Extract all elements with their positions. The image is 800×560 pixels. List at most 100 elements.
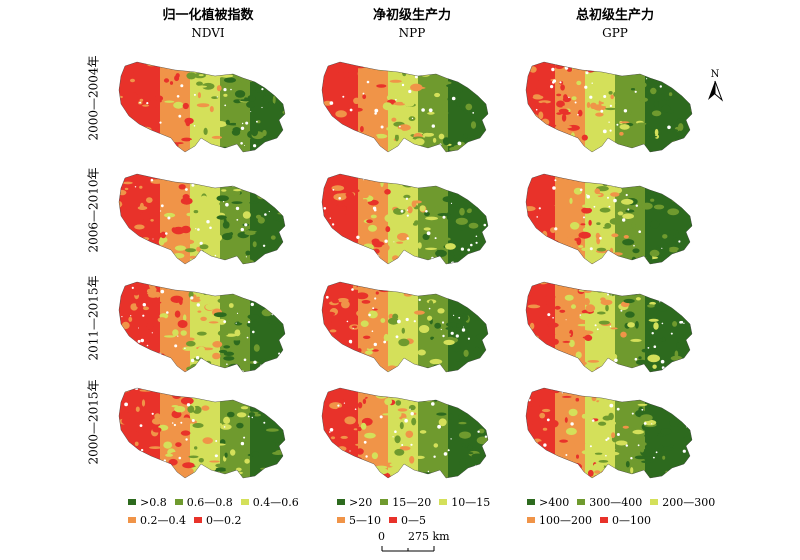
map-texture-patch <box>353 258 363 264</box>
map-texture-patch <box>483 183 488 191</box>
map-texture-patch <box>659 211 666 214</box>
map-texture-patch <box>353 428 358 431</box>
map-texture-patch <box>161 138 165 143</box>
map-texture-patch <box>567 170 575 172</box>
map-texture-patch <box>616 241 622 245</box>
map-gap-speck <box>547 372 549 374</box>
column-title-zh: 总初级生产力 <box>575 8 654 23</box>
map-texture-patch <box>267 102 275 105</box>
map-texture-patch <box>482 189 488 193</box>
map-texture-patch <box>322 461 325 467</box>
map-gap-speck <box>686 316 690 320</box>
map-gap-speck <box>591 82 593 84</box>
map-texture-patch <box>471 453 484 458</box>
map-texture-patch <box>567 425 576 429</box>
map-gap-speck <box>440 328 442 331</box>
map-texture-patch <box>149 464 160 467</box>
map-texture-patch <box>286 468 291 474</box>
map-texture-patch <box>430 149 435 152</box>
map-gap-speck <box>331 223 335 226</box>
map-texture-patch <box>271 439 283 443</box>
map-texture-patch <box>134 441 139 446</box>
map-texture-patch <box>412 371 421 372</box>
map-gap-speck <box>441 321 445 324</box>
map-texture-patch <box>284 322 285 327</box>
map-texture-patch <box>448 413 454 420</box>
map-texture-patch <box>384 189 391 195</box>
map-texture-patch <box>128 142 135 148</box>
map-texture-patch <box>247 314 260 320</box>
legend-label: 0—0.2 <box>206 513 242 527</box>
map-texture-patch <box>397 124 411 131</box>
map-texture-patch <box>379 278 382 282</box>
map-texture-patch <box>445 62 453 70</box>
map-gap-speck <box>622 218 626 222</box>
map-texture-patch <box>149 282 156 290</box>
map-texture-patch <box>641 460 654 464</box>
map-gap-speck <box>586 194 588 196</box>
map-texture-patch <box>692 338 699 342</box>
map-gap-speck <box>328 129 331 131</box>
map-gap-speck <box>450 185 453 188</box>
map-texture-patch <box>368 310 378 319</box>
map-gap-speck <box>178 456 182 460</box>
map-gap-speck <box>593 205 596 208</box>
map-texture-patch <box>220 62 226 63</box>
map-texture-patch <box>257 195 266 200</box>
map-texture-patch <box>478 428 485 434</box>
map-texture-patch <box>367 477 380 478</box>
map-texture-patch <box>228 303 234 308</box>
map-texture-patch <box>631 256 636 262</box>
map-texture-patch <box>653 322 659 330</box>
map-texture-patch <box>357 358 370 367</box>
map-texture-patch <box>567 333 572 336</box>
map-texture-patch <box>627 322 635 328</box>
map-texture-patch <box>527 304 541 309</box>
map-gap-speck <box>363 440 367 444</box>
map-texture-patch <box>269 373 280 376</box>
map-texture-patch <box>529 322 535 330</box>
map-texture-patch <box>239 282 252 290</box>
map-texture-patch <box>251 451 260 458</box>
map-texture-patch <box>602 226 610 229</box>
map-texture-patch <box>592 474 602 478</box>
map-texture-patch <box>694 471 700 477</box>
map-gap-speck <box>216 96 218 98</box>
map-gap-speck <box>546 418 550 422</box>
map-texture-patch <box>254 182 261 188</box>
map-texture-patch <box>119 341 124 349</box>
map-texture-patch <box>236 412 247 418</box>
map-texture-patch <box>244 178 248 182</box>
map-gap-speck <box>331 127 336 131</box>
map-texture-patch <box>209 75 222 78</box>
map-texture-patch <box>611 373 615 378</box>
map-gap-speck <box>437 424 441 429</box>
map-gap-speck <box>682 293 685 296</box>
map-texture-patch <box>674 468 682 475</box>
map-texture-patch <box>680 152 683 157</box>
map-texture-patch <box>454 282 465 287</box>
map-texture-patch <box>417 67 422 76</box>
map-texture-patch <box>392 313 399 320</box>
map-gap-speck <box>418 298 421 302</box>
map-gap-speck <box>271 403 274 406</box>
map-gap-speck <box>372 144 374 147</box>
legend-swatch <box>600 517 608 523</box>
map-texture-patch <box>152 427 162 433</box>
map-texture-patch <box>139 139 147 148</box>
map-texture-patch <box>611 149 617 152</box>
map-texture-patch <box>671 237 685 243</box>
column-title-zh: 归一化植被指数 <box>162 8 254 23</box>
map-texture-patch <box>276 468 279 474</box>
map-texture-patch <box>264 398 274 403</box>
map-texture-patch <box>549 135 554 139</box>
map-texture-patch <box>485 418 488 426</box>
map-texture-patch <box>428 388 441 393</box>
map-texture-patch <box>174 214 187 219</box>
map-texture-patch <box>425 216 438 221</box>
map-texture-patch <box>633 81 647 89</box>
map-gap-speck <box>356 235 360 239</box>
map-texture-patch <box>147 457 157 465</box>
map-texture-patch <box>590 193 602 196</box>
map-texture-patch <box>131 449 140 452</box>
